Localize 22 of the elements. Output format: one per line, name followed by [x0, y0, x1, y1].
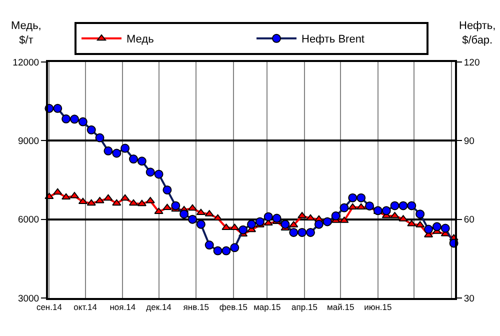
y2-tick-label: 60 — [464, 214, 474, 226]
x-tick-label: май.15 — [327, 302, 354, 312]
y-tick-label: 12000 — [12, 57, 40, 68]
x-tick-label: дек.14 — [146, 302, 172, 312]
y2-tick-label: 30 — [464, 293, 474, 304]
y2-tick-label: 90 — [464, 136, 474, 147]
y2-tick-label: 120 — [464, 57, 480, 68]
x-tick-label: янв.15 — [183, 302, 210, 312]
x-tick-label: окт.14 — [74, 302, 98, 312]
x-tick-label: июн.15 — [364, 302, 392, 312]
y-tick-label: 9000 — [18, 136, 40, 147]
x-tick-label: сен.14 — [36, 302, 62, 312]
y2-axis-title: Нефть, $/бар. — [459, 20, 496, 46]
x-tick-label: апр.15 — [292, 302, 318, 312]
x-tick-label: ноя.14 — [110, 302, 136, 312]
x-tick-label: мар.15 — [254, 302, 281, 312]
x-tick-label: фев.15 — [219, 302, 248, 312]
legend-label: Медь — [126, 34, 154, 46]
y-tick-label: 3000 — [18, 293, 40, 304]
legend-label: Нефть Brent — [302, 34, 364, 46]
y-axis-title: Медь, $/т — [11, 20, 42, 46]
y-tick-label: 6000 — [18, 214, 40, 226]
